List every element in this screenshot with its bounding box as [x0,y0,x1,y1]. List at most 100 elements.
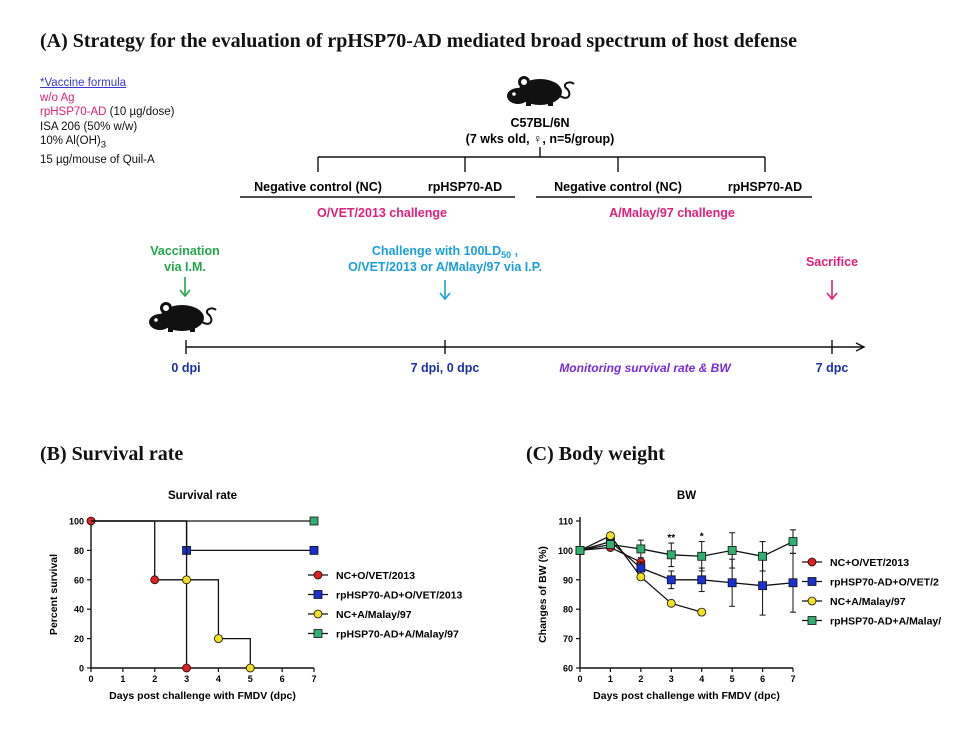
data-point [758,581,767,591]
data-point [182,663,191,673]
series-1 [91,520,319,555]
sacrifice-arrow-icon [826,280,838,301]
x-tick-label: 2 [152,674,157,684]
panel-a-title: (A) Strategy for the evaluation of rpHSP… [40,30,797,52]
data-point [758,551,767,561]
panel-c-title: (C) Body weight [526,443,665,465]
x-tick-label: 0 [577,674,582,684]
data-point [636,572,646,582]
formula-line-1: w/o Ag [40,91,75,104]
group-label-nc-ovet: Negative control (NC) [254,180,382,194]
data-point [666,575,676,585]
data-point [727,578,737,588]
series-line [91,520,314,552]
series-0 [86,516,191,673]
x-tick-label: 1 [120,674,125,684]
x-tick-label: 1 [608,674,613,684]
y-tick-label: 0 [79,664,84,674]
x-tick-label: 7 [790,674,795,684]
group-label-rphsp-amalay: rpHSP70-AD [728,180,802,194]
legend-label: NC+A/Malay/97 [830,596,906,608]
y-tick-label: 60 [563,664,573,674]
data-point [666,598,676,608]
data-point [606,531,615,541]
vaccination-label-1: Vaccination [150,244,219,258]
legend-marker [807,577,817,586]
mouse-icon [506,75,575,107]
y-tick-label: 80 [74,546,84,556]
legend-label: rpHSP70-AD+A/Malay/ [830,616,941,628]
data-point [214,634,223,644]
sacrifice-label: Sacrifice [806,255,858,269]
data-point [727,546,737,555]
legend-marker [807,596,817,606]
timeline-monitoring: Monitoring survival rate & BW [559,361,732,375]
x-tick-label: 4 [699,674,704,684]
x-tick-label: 5 [248,674,253,684]
formula-aloh: 10% Al(OH) [40,135,101,148]
panel-b-title: (B) Survival rate [40,443,184,465]
series-line [579,540,794,587]
legend-marker [313,590,323,599]
x-axis-label: Days post challenge with FMDV (dpc) [109,690,296,702]
timeline-7dpi: 7 dpi, 0 dpc [411,361,480,375]
x-tick-label: 5 [730,674,735,684]
data-point [636,544,646,554]
vaccine-formula: *Vaccine formula w/o Ag rpHSP70-AD (10 µ… [40,76,174,168]
data-point [666,550,676,560]
challenge-label-ovet: O/VET/2013 challenge [317,206,447,220]
data-point [575,546,585,555]
challenge-event-line-2: O/VET/2013 or A/Malay/97 via I.P. [348,260,542,274]
legend-label: rpHSP70-AD+A/Malay/97 [336,629,459,641]
legend-marker [313,570,323,580]
x-tick-label: 6 [760,674,765,684]
series-line [91,520,188,668]
challenge-event-line-1: Challenge with 100LD50 , [372,244,518,260]
legend-marker [807,557,817,567]
timeline-7dpc: 7 dpc [816,361,849,375]
series-3 [91,516,319,526]
legend-marker [313,629,323,638]
strategy-diagram: C57BL/6N (7 wks old, ♀, n=5/group) Negat… [148,75,866,375]
x-tick-label: 4 [216,674,221,684]
data-point [697,607,707,617]
challenge-label-amalay: A/Malay/97 challenge [609,206,735,220]
y-tick-label: 100 [558,546,573,556]
timeline-axis [185,340,866,354]
data-point [788,537,798,546]
legend-label: rpHSP70-AD+O/VET/2 [830,577,939,589]
legend-marker [807,616,817,625]
mouse-info: (7 wks old, ♀, n=5/group) [466,132,615,146]
data-point [697,551,707,561]
formula-line-2: rpHSP70-AD (10 µg/dose) [40,105,174,120]
legend-label: rpHSP70-AD+O/VET/2013 [336,590,463,602]
significance-mark: ** [667,533,675,544]
formula-line-4: 10% Al(OH)3 [40,134,174,153]
formula-aloh-sub: 3 [100,139,107,151]
y-tick-label: 40 [74,605,84,615]
legend-marker [313,609,323,619]
y-tick-label: 100 [69,517,84,527]
y-tick-label: 90 [563,575,573,585]
group-label-nc-amalay: Negative control (NC) [554,180,682,194]
series-2 [91,520,255,673]
group-label-rphsp-ovet: rpHSP70-AD [428,180,502,194]
vaccine-formula-heading: *Vaccine formula [40,77,127,89]
significance-mark: * [700,532,704,543]
y-tick-label: 70 [563,634,573,644]
chart-title: BW [677,490,696,502]
y-tick-label: 80 [563,605,573,615]
formula-antigen: rpHSP70-AD [40,106,107,119]
body-weight-chart: BW 0 1 2 3 4 5 6 7 60 70 80 90 100 110 Days post challe… [537,490,941,702]
timeline-0dpi: 0 dpi [171,361,200,375]
data-point [788,578,798,588]
data-point [636,563,646,573]
chart-title: Survival rate [168,490,237,502]
y-axis-label: Changes of BW (%) [537,546,549,643]
formula-line-3: ISA 206 (50% w/w) [40,120,138,133]
series-3 [575,529,798,572]
formula-dose: (10 µg/dose) [106,106,175,119]
data-point [150,575,160,585]
data-point [309,546,319,555]
survival-chart: Survival rate 0 1 2 3 4 5 6 7 0 20 40 60 80 100 Days po… [48,490,463,702]
